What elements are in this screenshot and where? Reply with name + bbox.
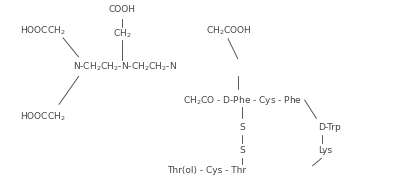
Text: N-CH$_2$CH$_2$-N-CH$_2$CH$_2$-N: N-CH$_2$CH$_2$-N-CH$_2$CH$_2$-N <box>73 61 177 73</box>
Text: Lys: Lys <box>318 146 332 155</box>
Text: CH$_2$COOH: CH$_2$COOH <box>207 25 252 37</box>
Text: D-Trp: D-Trp <box>318 123 341 132</box>
Text: S: S <box>239 123 245 132</box>
Text: S: S <box>239 146 245 155</box>
Text: CH$_2$: CH$_2$ <box>113 27 131 40</box>
Text: CH$_2$CO - D-Phe - Cys - Phe: CH$_2$CO - D-Phe - Cys - Phe <box>183 94 302 107</box>
Text: HOOCCH$_2$: HOOCCH$_2$ <box>20 110 65 123</box>
Text: Thr(ol) - Cys - Thr: Thr(ol) - Cys - Thr <box>167 166 246 175</box>
Text: COOH: COOH <box>108 5 136 14</box>
Text: HOOCCH$_2$: HOOCCH$_2$ <box>20 25 65 37</box>
